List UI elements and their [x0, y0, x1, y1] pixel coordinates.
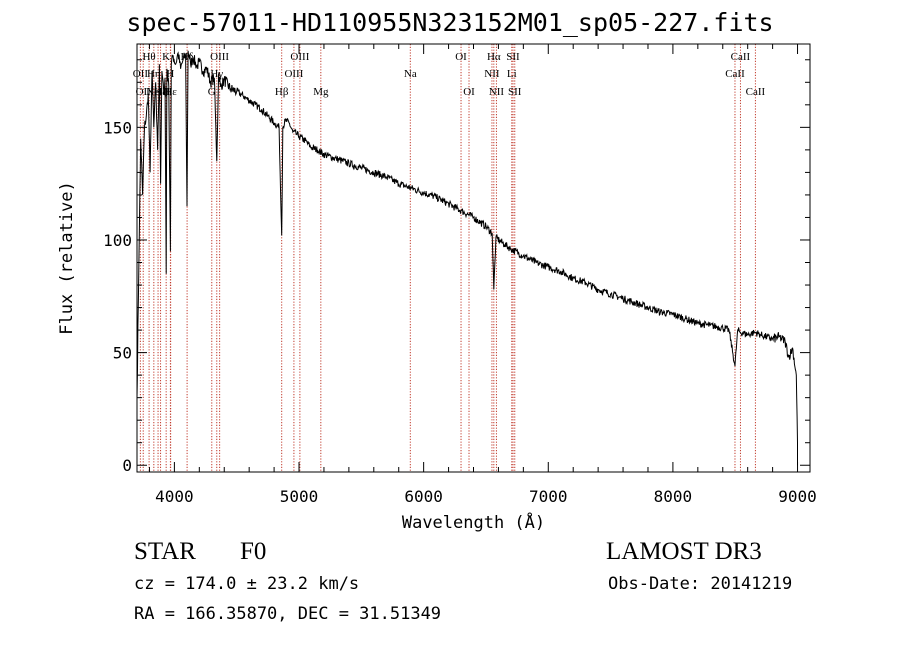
line-label: OII: [136, 86, 152, 98]
y-tick-label: 0: [122, 456, 132, 475]
line-label: G: [208, 86, 216, 98]
line-label: Hδ: [181, 51, 194, 63]
line-label: SII: [506, 51, 520, 63]
line-label: Li: [507, 68, 517, 80]
line-label: Hζ: [154, 86, 167, 98]
line-label: CaII: [731, 51, 751, 63]
observation-date: Obs-Date: 20141219: [608, 574, 793, 594]
line-label: CaII: [725, 68, 745, 80]
y-tick-label: 150: [103, 118, 132, 137]
line-label: SII: [508, 86, 522, 98]
axis-ticks: 4000 5000 6000 7000 8000 9000 0 50 100 150: [103, 44, 817, 506]
line-label: H: [166, 68, 174, 80]
y-axis-label: Flux (relative): [57, 181, 77, 335]
x-tick-label: 5000: [280, 487, 319, 506]
line-label: OIII: [290, 51, 309, 63]
spectrum-line: [136, 50, 798, 466]
line-label: OI: [463, 86, 475, 98]
line-label: NII: [489, 86, 505, 98]
survey-name: LAMOST DR3: [606, 538, 762, 565]
line-label: CaII: [746, 86, 766, 98]
object-subclass: F0: [240, 538, 267, 565]
chart-title: spec-57011-HD110955N323152M01_sp05-227.f…: [126, 8, 774, 37]
line-label: OI: [455, 51, 467, 63]
emission-line-markers: [139, 44, 756, 472]
line-label: OIII: [210, 51, 229, 63]
line-label: Mg: [313, 86, 329, 98]
line-label: Hα: [487, 51, 501, 63]
line-label: Na: [404, 68, 417, 80]
line-label: Hθ: [142, 51, 155, 63]
axis-labels: Wavelength (Å) Flux (relative): [57, 181, 545, 533]
x-tick-label: 7000: [529, 487, 568, 506]
plot-axes: [136, 43, 811, 473]
spectrum-series: [136, 50, 798, 466]
line-label: Hε: [164, 86, 177, 98]
coordinates: RA = 166.35870, DEC = 31.51349: [134, 604, 442, 624]
line-label: K: [162, 51, 170, 63]
x-tick-label: 6000: [404, 487, 443, 506]
line-label: OII: [133, 68, 149, 80]
y-tick-label: 100: [103, 231, 132, 250]
line-label: OIII: [284, 68, 303, 80]
line-label: Hη: [147, 68, 161, 80]
line-label: NeIII: [146, 86, 170, 98]
x-tick-label: 8000: [654, 487, 693, 506]
plot-frame: [136, 43, 811, 473]
redshift-value: cz = 174.0 ± 23.2 km/s: [134, 574, 360, 594]
line-label: NII: [484, 68, 500, 80]
y-tick-label: 50: [113, 344, 132, 363]
x-tick-label: 4000: [155, 487, 194, 506]
object-class: STAR: [134, 538, 196, 565]
line-label: Hβ: [275, 86, 289, 98]
x-tick-label: 9000: [778, 487, 817, 506]
line-label: Hγ: [210, 68, 223, 80]
x-axis-label: Wavelength (Å): [402, 511, 545, 533]
